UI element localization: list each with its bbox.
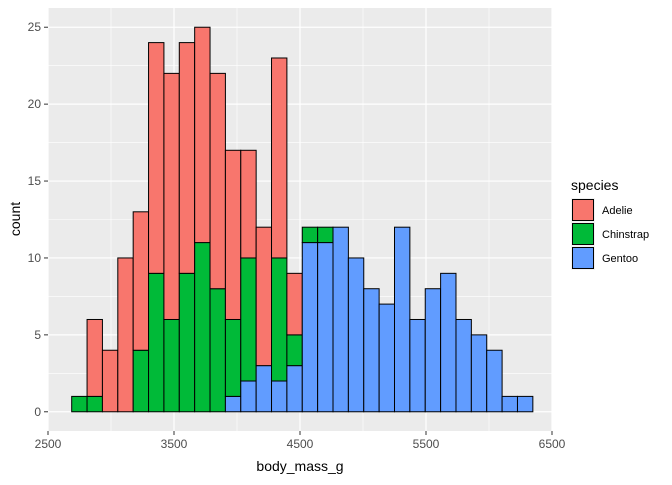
bar-gentoo [394,226,411,413]
y-tick-label: 15 [28,174,42,188]
x-tick-label: 3500 [161,437,188,451]
bar-chinstrap [71,395,88,413]
bar-gentoo [409,318,426,413]
legend-label-chinstrap: Chinstrap [602,229,649,241]
x-tick-label: 6500 [539,437,566,451]
bar-chinstrap [240,257,257,382]
legend: species Adelie Chinstrap Gentoo [571,177,649,270]
bar-adelie [148,42,165,274]
bar-adelie [194,26,211,244]
bar-gentoo [286,365,303,413]
y-tick-label: 5 [34,328,41,342]
bar-adelie [132,211,150,351]
x-tick-label: 4500 [287,437,314,451]
bar-adelie [224,149,242,320]
bar-gentoo [317,242,334,413]
legend-key-adelie [572,199,594,221]
bar-adelie [117,257,134,413]
y-tick-label: 25 [28,20,42,34]
y-axis-title: count [7,202,23,236]
legend-key-gentoo [572,247,594,269]
bar-gentoo [332,226,349,413]
y-tick-label: 20 [28,97,42,111]
bar-chinstrap [271,257,288,382]
bar-chinstrap [209,288,226,413]
bar-gentoo [255,365,273,413]
bar-gentoo [363,288,380,413]
bar-gentoo [271,380,288,413]
bar-chinstrap [301,226,319,244]
bars-layer [71,26,534,413]
bar-adelie [255,226,273,367]
bar-chinstrap [317,226,334,244]
bar-gentoo [501,395,518,413]
bar-adelie [286,272,303,336]
bar-adelie [209,72,226,290]
x-tick-label: 2500 [35,437,62,451]
bar-gentoo [440,272,457,413]
legend-title: species [571,177,618,193]
axis-layer: 2500 3500 4500 5500 6500 0 5 10 15 20 25 [28,20,566,451]
bar-chinstrap [163,318,180,413]
bar-gentoo [224,395,242,413]
bar-chinstrap [86,395,103,413]
y-tick-label: 10 [28,251,42,265]
bar-chinstrap [286,334,303,367]
x-axis-title: body_mass_g [256,458,343,474]
bar-gentoo [470,334,488,413]
bar-chinstrap [224,318,242,397]
bar-gentoo [424,288,442,413]
bar-gentoo [240,380,257,413]
bar-gentoo [347,257,365,413]
bar-gentoo [486,349,503,413]
bar-gentoo [378,303,395,413]
legend-entries: Adelie Chinstrap Gentoo [571,198,649,270]
bar-gentoo [516,395,534,413]
legend-key-chinstrap [572,223,594,245]
bar-gentoo [455,318,472,413]
bar-adelie [271,57,288,259]
legend-label-gentoo: Gentoo [602,253,638,265]
bar-adelie [240,149,257,259]
bar-chinstrap [178,272,196,413]
bar-chinstrap [148,272,165,413]
bar-adelie [178,42,196,274]
bar-chinstrap [132,349,150,413]
y-tick-label: 0 [34,405,41,419]
bar-adelie [101,349,119,413]
bar-chinstrap [194,242,211,413]
legend-label-adelie: Adelie [602,205,633,217]
bar-adelie [163,72,180,320]
x-tick-label: 5500 [413,437,440,451]
bar-adelie [86,318,103,397]
bar-gentoo [301,242,319,413]
